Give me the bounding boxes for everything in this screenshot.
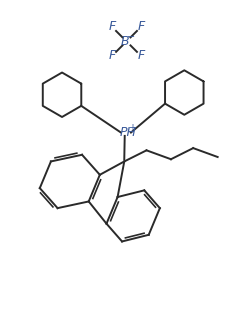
Text: B: B [121, 35, 129, 48]
Text: F: F [137, 49, 144, 62]
Text: F: F [108, 20, 115, 34]
Text: F: F [137, 20, 144, 34]
Text: F: F [108, 49, 115, 62]
Text: −: − [127, 31, 135, 41]
Text: +: + [128, 123, 136, 133]
Text: PH: PH [119, 126, 136, 139]
